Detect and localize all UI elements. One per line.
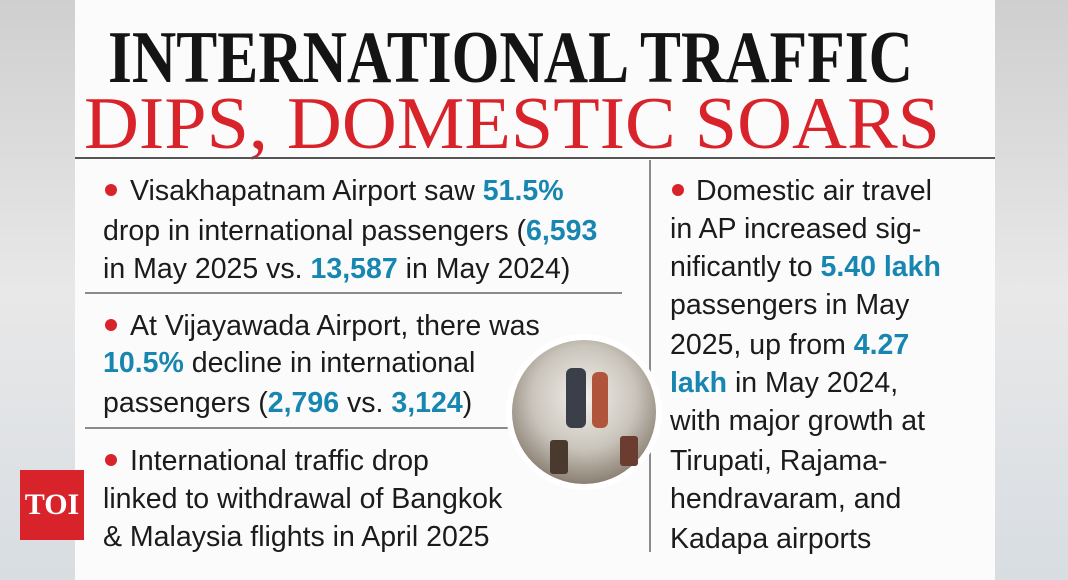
bullet-line: passengers in May: [670, 289, 910, 321]
bullet-line: in AP increased sig-: [670, 213, 921, 245]
text-segment: International traffic drop: [130, 445, 429, 477]
photo: [506, 334, 662, 490]
text-segment: Kadapa airports: [670, 523, 871, 555]
highlight-text: 51.5%: [483, 175, 564, 207]
bullet-line: in May 2025 vs. 13,587 in May 2024): [103, 253, 570, 285]
bullet-dot: [105, 319, 117, 331]
bullet-dot: [672, 184, 684, 196]
highlight-text: 5.40 lakh: [821, 251, 941, 283]
bullet-line: Visakhapatnam Airport saw 51.5%: [130, 175, 564, 207]
text-segment: At Vijayawada Airport, there was: [130, 310, 540, 342]
text-segment: nificantly to: [670, 251, 821, 283]
bullet-dot: [105, 184, 117, 196]
text-segment: hendravaram, and: [670, 483, 901, 515]
text-segment: Visakhapatnam Airport saw: [130, 175, 483, 207]
highlight-text: 2,796: [268, 387, 339, 419]
text-segment: Tirupati, Rajama-: [670, 445, 888, 477]
bullet-line: & Malaysia flights in April 2025: [103, 521, 490, 553]
bullet-line: with major growth at: [669, 405, 925, 437]
highlight-text: 4.27: [854, 329, 909, 361]
highlight-text: 10.5%: [103, 347, 184, 379]
text-segment: drop in international passengers (: [103, 215, 527, 247]
text-segment: Domestic air travel: [696, 175, 932, 207]
bullet-line: Tirupati, Rajama-: [670, 445, 888, 477]
text-segment: ): [463, 387, 473, 419]
text-segment: passengers in May: [670, 289, 910, 321]
content: Visakhapatnam Airport saw 51.5% drop in i…: [103, 175, 941, 555]
bullet-line: Kadapa airports: [670, 523, 871, 555]
text-segment: linked to withdrawal of Bangkok: [103, 483, 503, 515]
text-segment: with major growth at: [669, 405, 925, 437]
text-segment: in May 2024): [398, 253, 571, 285]
text-segment: in AP increased sig-: [670, 213, 921, 245]
bullet-line: linked to withdrawal of Bangkok: [103, 483, 503, 515]
bullet-line: Domestic air travel: [696, 175, 932, 207]
text-segment: in May 2025 vs.: [103, 253, 311, 285]
title-line-2: DIPS, DOMESTIC SOARS: [84, 83, 940, 165]
text-segment: decline in international: [184, 347, 476, 379]
bullet-dot: [105, 454, 117, 466]
text-segment: vs.: [339, 387, 391, 419]
bullet-line: drop in international passengers (6,593: [103, 215, 597, 247]
highlight-text: 3,124: [391, 387, 462, 419]
logo-box: [20, 470, 84, 540]
bullet-line: passengers (2,796 vs. 3,124): [103, 387, 472, 419]
panel: [75, 0, 995, 580]
bullet-line: International traffic drop: [130, 445, 429, 477]
logo: TOI: [25, 488, 79, 521]
text-segment: & Malaysia flights in April 2025: [103, 521, 490, 553]
bullet-line: hendravaram, and: [670, 483, 901, 515]
bullet-line: nificantly to 5.40 lakh: [670, 251, 941, 283]
bullet-line: At Vijayawada Airport, there was: [130, 310, 540, 342]
text-segment: in May 2024,: [727, 367, 898, 399]
highlight-text: 6,593: [526, 215, 597, 247]
bullet-line: 10.5% decline in international: [103, 347, 475, 379]
title-line-1: INTERNATIONAL TRAFFIC: [108, 17, 913, 99]
text-segment: 2025, up from: [670, 329, 854, 361]
text-segment: passengers (: [103, 387, 268, 419]
bullet-line: lakh in May 2024,: [670, 367, 898, 399]
highlight-text: 13,587: [311, 253, 398, 285]
bullet-line: 2025, up from 4.27: [670, 329, 909, 361]
highlight-text: lakh: [670, 367, 727, 399]
